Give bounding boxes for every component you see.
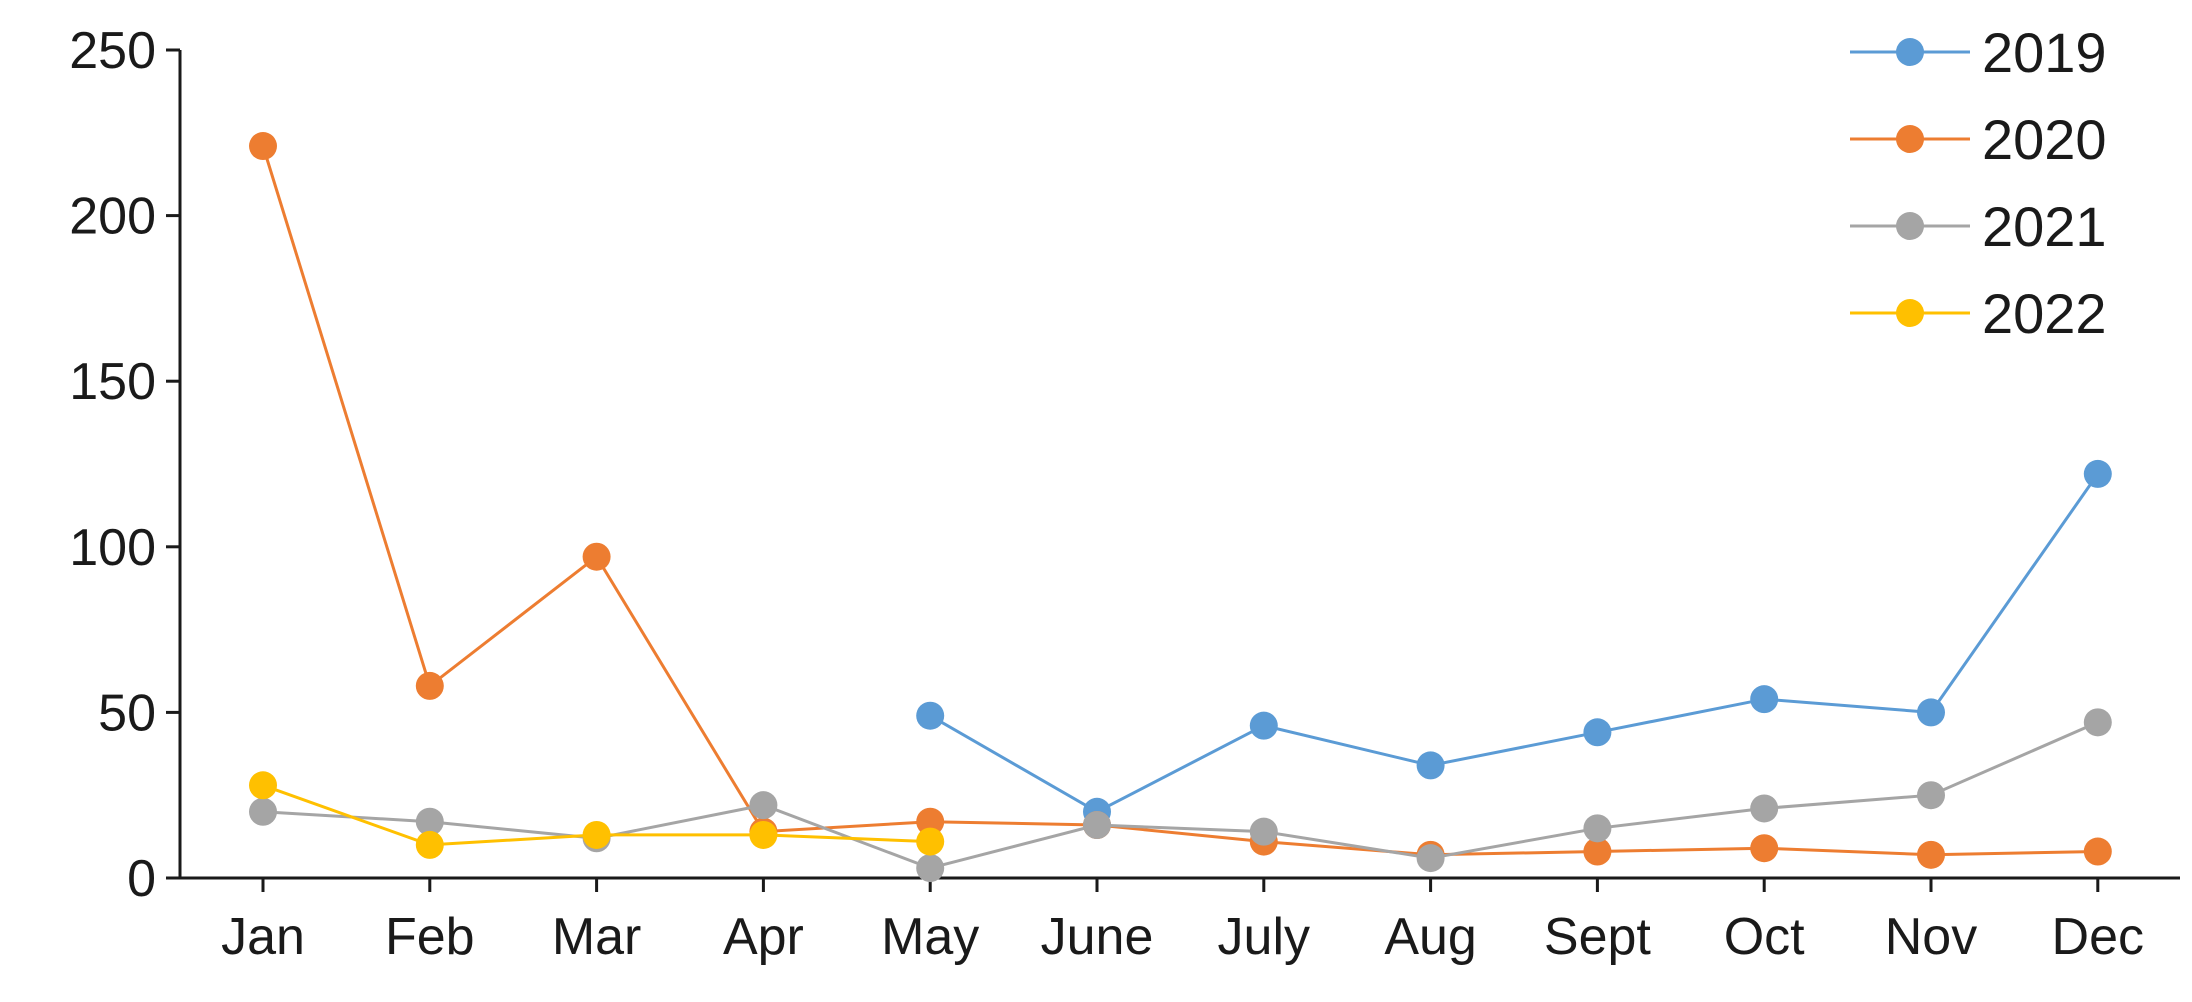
x-tick-label: Aug xyxy=(1384,908,1477,966)
x-tick-label: June xyxy=(1041,908,1154,966)
x-tick-label: July xyxy=(1218,908,1310,966)
legend-item-2022: 2022 xyxy=(1850,282,2107,345)
data-point xyxy=(1083,811,1111,840)
data-point xyxy=(1750,685,1779,714)
data-point xyxy=(415,830,444,859)
data-point xyxy=(2083,459,2112,488)
legend-item-2021: 2021 xyxy=(1850,195,2107,258)
data-point xyxy=(1750,794,1779,823)
data-point xyxy=(249,771,277,800)
legend-swatch-marker xyxy=(1896,38,1924,66)
legend-swatch-marker xyxy=(1896,212,1924,240)
x-tick-label: Apr xyxy=(723,908,804,966)
legend-label: 2022 xyxy=(1982,282,2107,345)
data-point xyxy=(1249,817,1278,846)
series-2019 xyxy=(916,459,2112,826)
data-point xyxy=(1583,837,1612,866)
data-point xyxy=(582,820,611,849)
y-tick-label: 250 xyxy=(69,22,156,80)
y-tick-label: 150 xyxy=(69,353,156,411)
data-point xyxy=(1583,814,1612,843)
series-2020 xyxy=(249,132,2112,869)
data-point xyxy=(749,820,778,849)
series-line-2020 xyxy=(261,145,2098,857)
y-tick-label: 50 xyxy=(98,684,156,742)
data-point xyxy=(415,807,444,836)
series-2021 xyxy=(249,708,2112,883)
x-tick-label: May xyxy=(881,908,979,966)
data-point xyxy=(1416,844,1445,873)
data-point xyxy=(2083,837,2112,866)
x-tick-label: Nov xyxy=(1885,908,1977,966)
data-point xyxy=(1917,698,1945,727)
data-point xyxy=(1917,781,1945,810)
data-point xyxy=(1583,718,1612,747)
data-point xyxy=(916,854,945,883)
legend-item-2020: 2020 xyxy=(1850,108,2107,171)
y-tick-label: 100 xyxy=(69,519,156,577)
x-tick-label: Jan xyxy=(221,908,305,966)
legend-label: 2021 xyxy=(1982,195,2107,258)
data-point xyxy=(916,701,945,730)
data-point xyxy=(582,542,611,571)
y-tick-label: 200 xyxy=(69,188,156,246)
x-tick-label: Mar xyxy=(552,908,642,966)
x-tick-label: Sept xyxy=(1544,908,1652,966)
legend-swatch-marker xyxy=(1896,299,1924,327)
x-tick-label: Dec xyxy=(2052,908,2144,966)
data-point xyxy=(1249,711,1278,740)
x-axis: Jan Feb Mar Apr May June July Aug Sept Oct Nov Dec xyxy=(180,876,2180,966)
x-tick-label: Oct xyxy=(1724,908,1805,966)
data-point xyxy=(749,791,778,820)
x-tick-label: Feb xyxy=(385,908,475,966)
legend: 2019 2020 2021 2022 xyxy=(1850,21,2107,345)
data-point xyxy=(1917,840,1945,869)
data-point xyxy=(1750,834,1779,863)
series-2022 xyxy=(249,771,945,859)
legend-label: 2020 xyxy=(1982,108,2107,171)
data-point xyxy=(916,827,945,856)
data-point xyxy=(249,132,277,161)
y-axis: 0 50 100 150 200 250 xyxy=(69,22,182,908)
data-point xyxy=(2083,708,2112,737)
data-point xyxy=(916,807,945,836)
series-line-2021 xyxy=(262,720,2099,870)
data-point xyxy=(249,797,277,826)
data-point xyxy=(1416,751,1445,780)
legend-label: 2019 xyxy=(1982,21,2107,84)
y-tick-label: 0 xyxy=(127,850,156,908)
data-point xyxy=(415,671,444,700)
series-layer xyxy=(249,132,2112,883)
legend-swatch-marker xyxy=(1896,125,1924,153)
legend-item-2019: 2019 xyxy=(1850,21,2107,84)
series-line-2019 xyxy=(929,473,2100,814)
